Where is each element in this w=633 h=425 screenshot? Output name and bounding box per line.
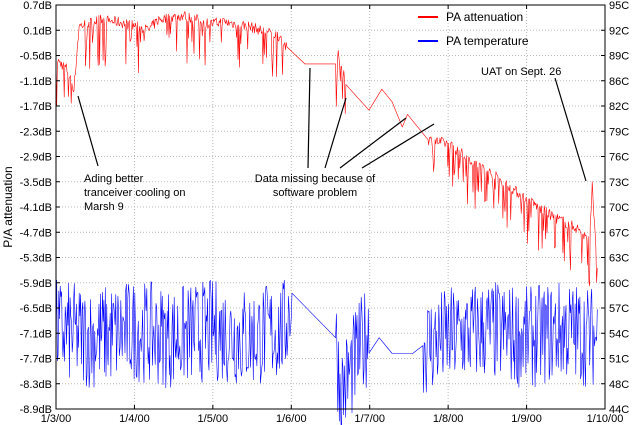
tick-layer: 1/3/00 1/4/00 1/5/00 1/6/00 1/7/00 1/8/00 1/9/… xyxy=(20,0,630,425)
y-left-tick-label: -1.7dB xyxy=(20,101,52,113)
y-left-tick-label: -1.1dB xyxy=(20,76,52,88)
y-left-tick-label: -8.9dB xyxy=(20,404,52,416)
annotation-text: UAT on Sept. 26 xyxy=(481,66,561,78)
y-axis-label: P/A attenuation xyxy=(1,166,15,247)
y-left-tick-label: 0.7dB xyxy=(23,0,52,12)
y-left-tick-label: -3.5dB xyxy=(20,177,52,189)
series-line-pa-temperature xyxy=(55,279,598,425)
annotation-pointer xyxy=(361,123,435,169)
y-left-tick-label: -8.3dB xyxy=(20,379,52,391)
y-left-tick-label: -2.9dB xyxy=(20,152,52,164)
y-left-tick-label: -5.3dB xyxy=(20,253,52,265)
x-tick-label: 1/10/00 xyxy=(587,413,624,425)
y-right-tick-label: 60C xyxy=(609,278,629,290)
annotation-text: Data missing because of software problem xyxy=(255,173,376,199)
y-right-tick-label: 82C xyxy=(609,101,629,113)
y-left-tick-label: -2.3dB xyxy=(20,126,52,138)
y-right-tick-label: 51C xyxy=(609,354,629,366)
annotation-pointer xyxy=(307,67,311,169)
y-left-tick-label: -5.9dB xyxy=(20,278,52,290)
y-right-tick-label: 86C xyxy=(609,76,629,88)
legend-label: PA temperature xyxy=(446,34,529,48)
x-tick-label: 1/7/00 xyxy=(354,413,385,425)
annotation-line: Data missing because of xyxy=(255,173,376,185)
x-tick-label: 1/5/00 xyxy=(198,413,229,425)
annotation-line: Marsh 9 xyxy=(84,201,124,213)
y-right-tick-label: 89C xyxy=(609,51,629,63)
x-tick-label: 1/4/00 xyxy=(119,413,150,425)
y-left-tick-label: -0.5dB xyxy=(20,51,52,63)
y-right-tick-label: 63C xyxy=(609,253,629,265)
y-right-tick-label: 79C xyxy=(609,126,629,138)
y-right-tick-label: 48C xyxy=(609,379,629,391)
y-right-tick-label: 44C xyxy=(609,404,629,416)
annotation-pointer xyxy=(339,117,407,169)
y-left-tick-label: -6.5dB xyxy=(20,303,52,315)
y-right-tick-label: 73C xyxy=(609,177,629,189)
y-left-tick-label: -4.1dB xyxy=(20,202,52,214)
y-left-tick-label: 0.1dB xyxy=(23,25,52,37)
x-tick-label: 1/8/00 xyxy=(433,413,464,425)
legend-label: PA attenuation xyxy=(446,10,523,24)
y-right-tick-label: 95C xyxy=(609,0,629,12)
legend: PA attenuation PA temperature xyxy=(418,10,529,48)
y-left-tick-label: -4.7dB xyxy=(20,227,52,239)
series-line-pa-attenuation xyxy=(55,11,598,287)
annotation-line: tranceiver cooling on xyxy=(84,187,186,199)
grid xyxy=(56,5,605,409)
annotation-pointers xyxy=(77,67,587,182)
y-left-tick-label: -7.7dB xyxy=(20,354,52,366)
annotation-layer: Ading better tranceiver cooling on Marsh 9… xyxy=(84,66,561,213)
annotation-pointer xyxy=(77,95,99,167)
annotation-line: software problem xyxy=(273,187,357,199)
annotation-pointer xyxy=(324,97,347,169)
annotation-pointer xyxy=(554,77,587,182)
annotation-line: Ading better xyxy=(84,173,144,185)
y-right-tick-label: 70C xyxy=(609,202,629,214)
x-tick-label: 1/9/00 xyxy=(511,413,542,425)
y-left-tick-label: -7.1dB xyxy=(20,328,52,340)
y-right-tick-label: 67C xyxy=(609,227,629,239)
annotation-line: UAT on Sept. 26 xyxy=(481,66,561,78)
y-right-tick-label: 76C xyxy=(609,152,629,164)
annotation-text: Ading better tranceiver cooling on Marsh 9 xyxy=(84,173,186,213)
series-layer xyxy=(55,11,598,425)
y-right-tick-label: 92C xyxy=(609,25,629,37)
x-tick-label: 1/6/00 xyxy=(276,413,307,425)
y-right-tick-label: 54C xyxy=(609,328,629,340)
y-right-tick-label: 57C xyxy=(609,303,629,315)
x-tick-label: 1/3/00 xyxy=(41,413,72,425)
